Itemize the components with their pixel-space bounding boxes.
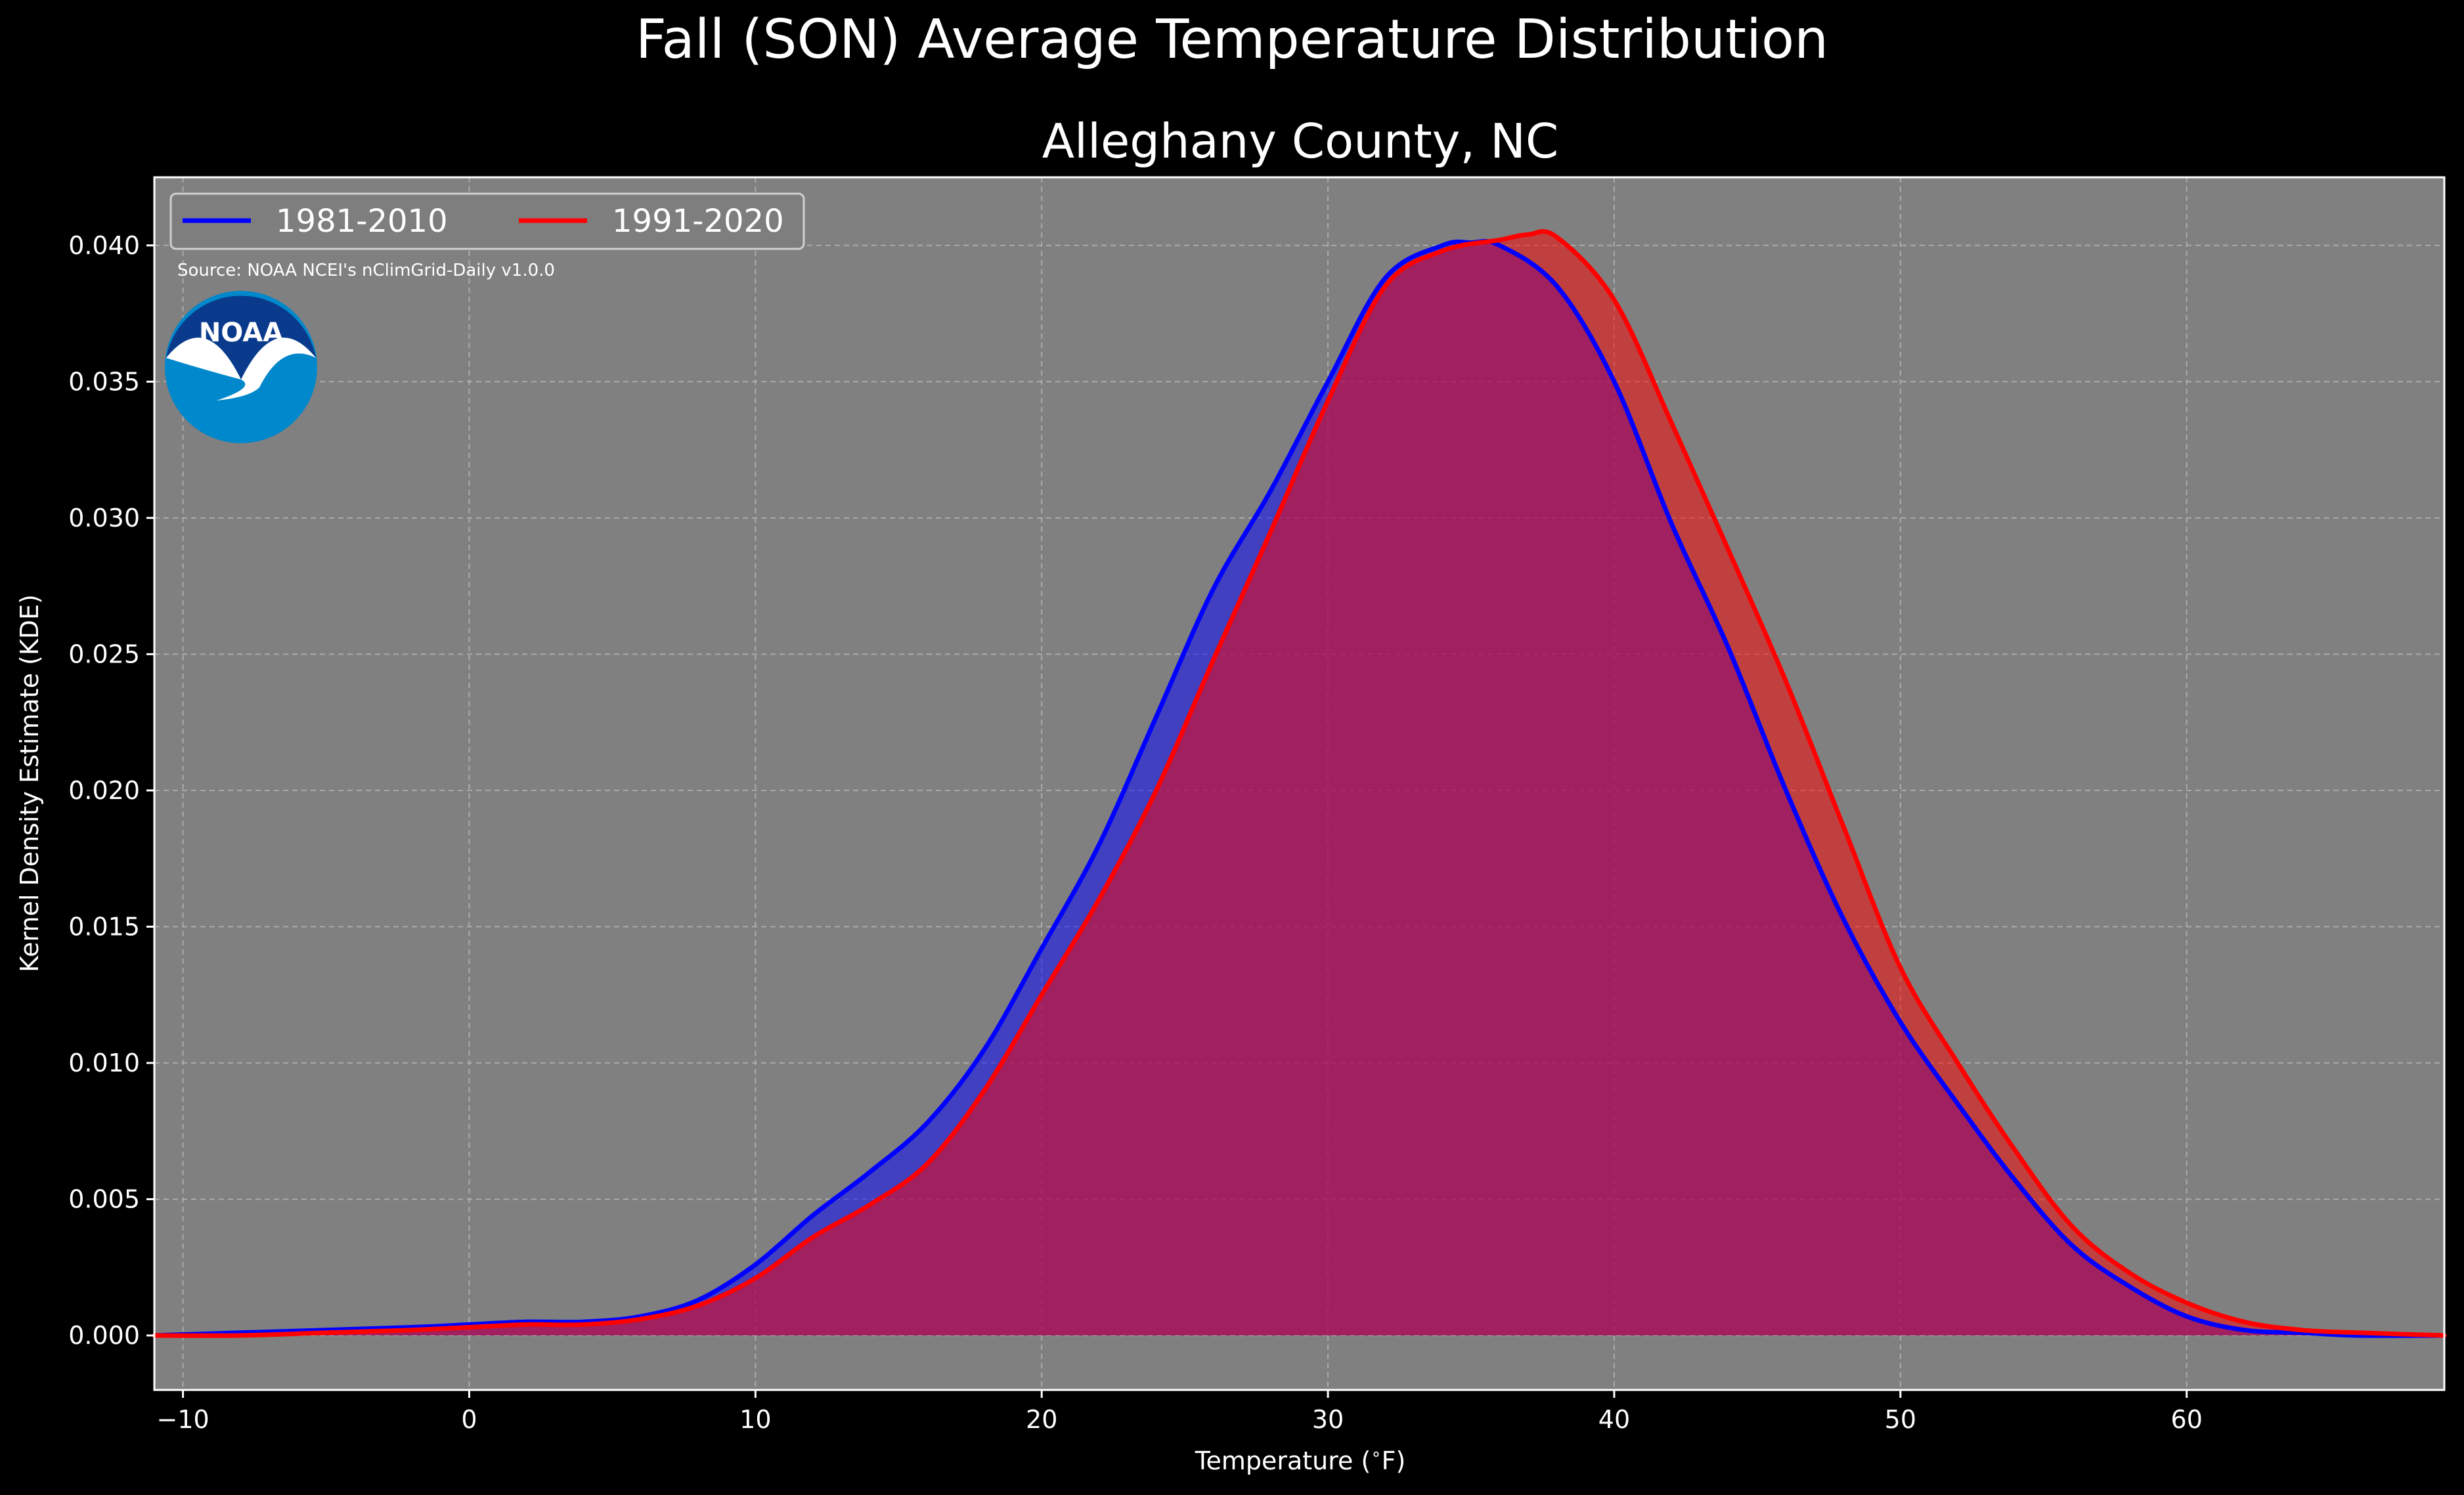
- y-tick-label: 0.010: [68, 1049, 140, 1077]
- x-tick-label: −10: [156, 1405, 209, 1434]
- line-1981-2010: [152, 239, 2447, 1338]
- y-tick-label: 0.035: [68, 367, 140, 396]
- plot-frame: [153, 176, 2446, 1391]
- source-note: Source: NOAA NCEI's nClimGrid-Daily v1.0…: [177, 261, 555, 280]
- y-tick-label: 0.025: [68, 639, 140, 668]
- legend-label-1981-2010: 1981-2010: [276, 203, 448, 240]
- chart-subtitle: Alleghany County, NC: [1042, 114, 1558, 169]
- x-axis-ticks: −10 0 10 20 30 40 50 60: [156, 1390, 2203, 1434]
- x-tick-label: 20: [1026, 1405, 1057, 1434]
- legend: 1981-2010 1991-2020: [169, 192, 805, 250]
- x-tick-label: 50: [1885, 1405, 1916, 1434]
- x-tick-label: 10: [739, 1405, 771, 1434]
- noaa-logo-icon: NOAA: [165, 291, 317, 443]
- y-axis-ticks: 0.000 0.005 0.010 0.015 0.020 0.025 0.030 0.035…: [68, 231, 154, 1350]
- y-tick-label: 0.020: [68, 776, 140, 805]
- legend-box: [169, 192, 805, 250]
- x-tick-label: 40: [1598, 1405, 1630, 1434]
- series-fills: [154, 231, 2444, 1336]
- noaa-logo-text: NOAA: [199, 318, 283, 348]
- x-tick-label: 30: [1312, 1405, 1344, 1434]
- y-tick-label: 0.015: [68, 912, 140, 941]
- y-axis-label: Kernel Density Estimate (KDE): [15, 594, 44, 972]
- x-tick-label: 0: [461, 1405, 477, 1434]
- y-tick-label: 0.005: [68, 1184, 140, 1213]
- series-lines: [152, 229, 2447, 1338]
- legend-label-1991-2020: 1991-2020: [612, 203, 784, 240]
- x-tick-label: 60: [2171, 1405, 2203, 1434]
- y-tick-label: 0.000: [68, 1321, 140, 1350]
- area-1991-2020: [154, 231, 2444, 1336]
- line-1991-2020: [152, 229, 2447, 1338]
- y-tick-label: 0.040: [68, 231, 140, 260]
- x-axis-label: Temperature (∘F): [1195, 1444, 1406, 1475]
- y-tick-label: 0.030: [68, 504, 140, 532]
- chart-title: Fall (SON) Average Temperature Distribut…: [636, 9, 1828, 71]
